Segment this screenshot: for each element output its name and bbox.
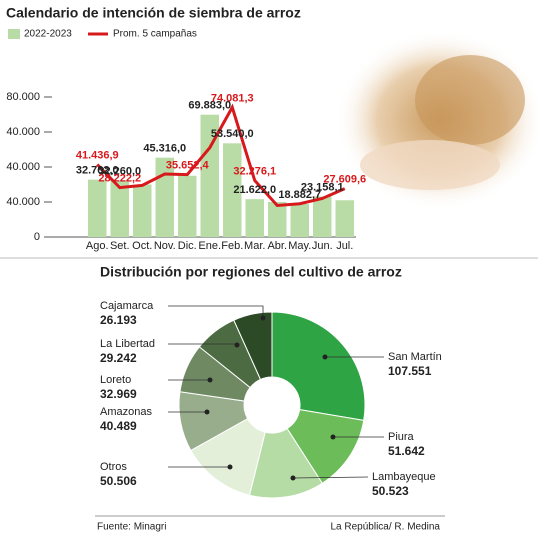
- slice-label: Loreto: [100, 374, 131, 386]
- leader-dot: [234, 342, 240, 348]
- leader-dot: [260, 315, 266, 321]
- bar: [268, 202, 287, 237]
- leader-dot: [207, 377, 213, 383]
- bar: [133, 184, 152, 237]
- legend-label: 2022-2023: [24, 29, 72, 40]
- x-tick-label: Jul.: [336, 240, 353, 252]
- data-label: 32.260,0: [98, 165, 141, 177]
- slice-label: Lambayeque: [372, 471, 436, 483]
- hand-image: [335, 30, 538, 210]
- bar: [313, 196, 332, 237]
- bar: [245, 199, 264, 237]
- x-tick-label: Oct.: [132, 240, 152, 252]
- legend-label: Prom. 5 campañas: [113, 29, 197, 40]
- leader-line: [292, 476, 369, 479]
- slice-value: 40.489: [100, 419, 137, 433]
- data-label: 69.883,0: [188, 100, 231, 112]
- leader-dot: [330, 434, 336, 440]
- data-label: 32.276,1: [233, 165, 276, 177]
- x-tick-label: May.: [288, 240, 311, 252]
- slice-value: 50.506: [100, 474, 137, 488]
- slice-value: 51.642: [388, 444, 425, 458]
- data-label: 45.316,0: [143, 143, 186, 155]
- slice-value: 32.969: [100, 387, 137, 401]
- bar: [335, 200, 354, 237]
- data-label: 41.436,9: [76, 149, 119, 161]
- slice-label: Otros: [100, 461, 127, 473]
- x-tick-label: Nov.: [154, 240, 176, 252]
- y-tick-label: 40.000: [6, 126, 40, 138]
- slice-label: La Libertad: [100, 338, 155, 350]
- y-tick-label: 80.000: [6, 91, 40, 103]
- x-tick-label: Ago.: [86, 240, 109, 252]
- bar: [200, 114, 219, 237]
- slice-value: 107.551: [388, 364, 432, 378]
- y-tick-label: 0: [34, 231, 40, 243]
- slice: [271, 311, 366, 421]
- data-label: 74.081,3: [211, 92, 254, 104]
- data-label: 35.652,4: [166, 160, 210, 172]
- leader-dot: [290, 475, 296, 481]
- data-label: 28.222,2: [98, 173, 141, 185]
- data-label: 21.622,0: [233, 184, 276, 196]
- slice-label: Cajamarca: [100, 300, 154, 312]
- slice-label: Amazonas: [100, 406, 152, 418]
- bar: [223, 143, 242, 237]
- data-label: 53.540,0: [211, 128, 254, 140]
- leader-dot: [204, 409, 210, 415]
- y-tick-label: 40.000: [6, 196, 40, 208]
- slice-value: 26.193: [100, 313, 137, 327]
- x-tick-label: Feb.: [221, 240, 243, 252]
- bar: [290, 203, 309, 237]
- x-tick-label: Abr.: [267, 240, 287, 252]
- chart-title: Distribución por regiones del cultivo de…: [100, 264, 402, 280]
- leader-dot: [322, 354, 328, 360]
- slice: [233, 311, 273, 381]
- credit: La República/ R. Medina: [330, 522, 440, 533]
- line: [96, 103, 346, 208]
- data-label: 23.158,1: [301, 181, 344, 193]
- data-label: 27.609,6: [323, 174, 366, 186]
- slice-label: San Martín: [388, 351, 442, 363]
- x-tick-label: Dic.: [178, 240, 197, 252]
- y-tick-label: 40.000: [6, 161, 40, 173]
- slice-value: 50.523: [372, 484, 409, 498]
- x-tick-label: Ene.: [198, 240, 221, 252]
- slice-value: 29.242: [100, 351, 137, 365]
- legend-swatch: [8, 29, 20, 39]
- bar: [88, 179, 107, 237]
- chart-title: Calendario de intención de siembra de ar…: [6, 5, 301, 21]
- data-label: 32.762,0: [76, 165, 119, 177]
- x-tick-label: Set.: [110, 240, 130, 252]
- data-label: 18.882,7: [278, 189, 321, 201]
- leader-dot: [227, 464, 233, 470]
- x-tick-label: Jun.: [312, 240, 333, 252]
- slice-label: Piura: [388, 431, 415, 443]
- source: Fuente: Minagri: [97, 522, 166, 533]
- bar: [110, 180, 129, 237]
- x-tick-label: Mar.: [244, 240, 265, 252]
- bar: [178, 175, 197, 237]
- leader-line: [168, 305, 264, 318]
